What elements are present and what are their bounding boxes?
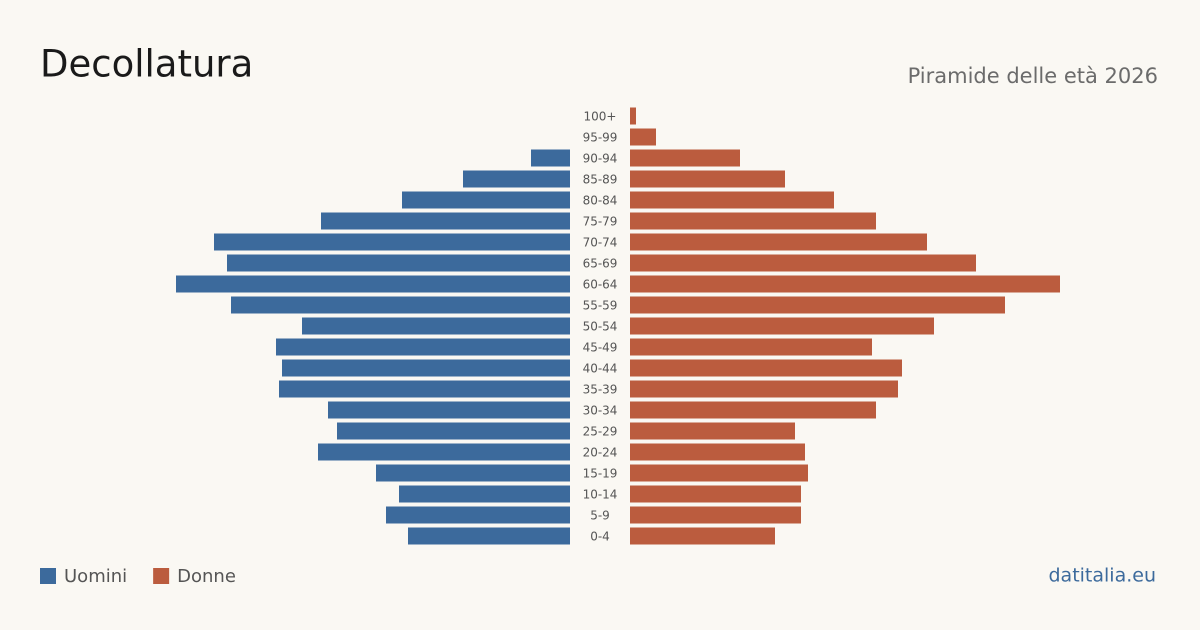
bar	[279, 380, 570, 398]
age-label: 45-49	[583, 341, 618, 355]
age-label: 95-99	[583, 131, 618, 145]
bar	[630, 170, 785, 188]
bar	[376, 464, 570, 482]
legend-swatch	[40, 568, 56, 584]
bar	[630, 149, 740, 167]
age-label: 75-79	[583, 215, 618, 229]
age-label: 20-24	[583, 446, 618, 460]
age-label: 85-89	[583, 173, 618, 187]
bar	[231, 296, 570, 314]
bar	[630, 506, 801, 524]
bar	[630, 233, 927, 251]
age-label: 90-94	[583, 152, 618, 166]
bar	[630, 485, 801, 503]
bar	[630, 338, 872, 356]
bar	[630, 128, 656, 146]
bar	[302, 317, 570, 335]
bar	[276, 338, 570, 356]
bar	[630, 464, 808, 482]
bar	[630, 191, 834, 209]
chart-subtitle: Piramide delle età 2026	[908, 64, 1158, 88]
bar	[282, 359, 570, 377]
age-label: 60-64	[583, 278, 618, 292]
age-label: 100+	[584, 110, 617, 124]
age-label: 10-14	[583, 488, 618, 502]
bar	[321, 212, 570, 230]
bar	[630, 317, 934, 335]
age-label: 30-34	[583, 404, 618, 418]
bar	[463, 170, 570, 188]
chart-title: Decollatura	[40, 43, 253, 86]
age-label: 50-54	[583, 320, 618, 334]
age-label: 5-9	[590, 509, 610, 523]
bar	[227, 254, 570, 272]
age-label: 55-59	[583, 299, 618, 313]
age-label: 25-29	[583, 425, 618, 439]
bar	[630, 527, 775, 545]
age-label: 70-74	[583, 236, 618, 250]
legend-label: Donne	[177, 566, 236, 587]
age-label: 80-84	[583, 194, 618, 208]
bar	[214, 233, 570, 251]
bar	[630, 296, 1005, 314]
bar	[630, 401, 876, 419]
age-label: 65-69	[583, 257, 618, 271]
bar	[408, 527, 570, 545]
age-label: 0-4	[590, 530, 610, 544]
bar	[318, 443, 570, 461]
bar	[630, 107, 636, 125]
bar	[531, 149, 570, 167]
bar	[630, 422, 795, 440]
bar	[630, 380, 898, 398]
age-label: 35-39	[583, 383, 618, 397]
bar	[630, 359, 902, 377]
bar	[399, 485, 570, 503]
source: datitalia.eu	[1049, 565, 1157, 587]
bar	[386, 506, 570, 524]
bar	[328, 401, 570, 419]
age-label: 40-44	[583, 362, 618, 376]
bar	[630, 275, 1060, 293]
bar	[402, 191, 570, 209]
bar	[630, 443, 805, 461]
legend-label: Uomini	[64, 566, 127, 587]
bar	[630, 212, 876, 230]
bar	[630, 254, 976, 272]
bar	[337, 422, 570, 440]
age-label: 15-19	[583, 467, 618, 481]
legend-swatch	[153, 568, 170, 584]
bar	[176, 275, 570, 293]
